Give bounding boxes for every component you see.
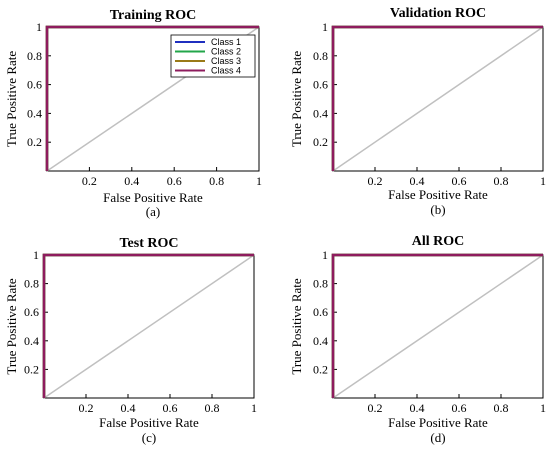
roc-series-line-4 [42, 253, 254, 398]
y-tick-label: 1 [322, 248, 328, 262]
x-tick-label: 1 [540, 401, 546, 415]
y-tick-label: 0.2 [27, 135, 42, 149]
x-axis-label: False Positive Rate [103, 190, 203, 205]
x-tick-label: 0.4 [121, 401, 136, 415]
subfigure-caption: (d) [430, 430, 445, 445]
y-tick-label: 0.2 [313, 362, 328, 376]
x-tick-label: 0.4 [410, 401, 425, 415]
y-axis-label: True Positive Rate [289, 51, 304, 148]
chart-title: Validation ROC [390, 6, 486, 21]
x-tick-label: 0.8 [494, 174, 509, 188]
x-axis-label: False Positive Rate [388, 415, 488, 430]
roc-series-line-4 [331, 253, 543, 398]
legend-entry-label: Class 3 [211, 56, 241, 66]
x-tick-label: 0.6 [163, 401, 178, 415]
diagonal-reference-line [332, 254, 544, 399]
x-tick-label: 1 [251, 401, 257, 415]
y-tick-label: 0.2 [24, 362, 39, 376]
roc-chart-3: Test ROC 0.2 0.4 0.6 0.8 1 0.2 0.4 0.6 0.8 1 False … [4, 236, 257, 445]
subfigure-caption: (b) [430, 202, 445, 217]
chart-title: Training ROC [110, 8, 196, 23]
y-tick-label: 1 [36, 20, 42, 34]
y-tick-label: 0.8 [313, 49, 328, 63]
y-tick-label: 0.8 [313, 277, 328, 291]
x-axis-label: False Positive Rate [99, 415, 199, 430]
x-tick-label: 0.2 [79, 401, 94, 415]
x-tick-label: 0.4 [124, 174, 139, 188]
y-tick-label: 0.6 [313, 78, 328, 92]
roc-chart-1: Training ROC 0.2 0.4 0.6 0.8 1 0.2 0.4 0.6 0.8 1 Fa… [4, 8, 262, 219]
diagonal-reference-line [332, 26, 544, 172]
y-tick-label: 0.6 [27, 78, 42, 92]
y-tick-label: 1 [33, 248, 39, 262]
x-tick-label: 0.6 [452, 401, 467, 415]
subfigure-caption: (a) [146, 204, 160, 219]
legend-entry-label: Class 4 [211, 66, 241, 76]
y-tick-label: 0.6 [313, 305, 328, 319]
x-tick-label: 0.4 [410, 174, 425, 188]
y-axis-label: True Positive Rate [4, 51, 19, 148]
legend-entry-label: Class 2 [211, 47, 241, 57]
y-tick-label: 0.6 [24, 305, 39, 319]
y-tick-label: 0.4 [313, 106, 328, 120]
roc-series-line-4 [331, 25, 543, 171]
x-tick-label: 0.2 [368, 174, 383, 188]
y-tick-label: 0.2 [313, 135, 328, 149]
y-axis-label: True Positive Rate [4, 278, 19, 375]
x-tick-label: 0.6 [167, 174, 182, 188]
x-tick-label: 1 [540, 174, 546, 188]
roc-chart-4: All ROC 0.2 0.4 0.6 0.8 1 0.2 0.4 0.6 0.8 1 False P… [289, 234, 546, 445]
y-axis-label: True Positive Rate [289, 278, 304, 375]
y-tick-label: 0.4 [27, 106, 42, 120]
y-tick-label: 1 [322, 20, 328, 34]
subfigure-caption: (c) [142, 430, 156, 445]
y-tick-label: 0.8 [24, 277, 39, 291]
y-tick-label: 0.4 [24, 334, 39, 348]
chart-title: All ROC [412, 234, 465, 249]
x-tick-label: 0.8 [494, 401, 509, 415]
roc-chart-2: Validation ROC 0.2 0.4 0.6 0.8 1 0.2 0.4 0.6 0.8 1… [289, 6, 546, 217]
x-tick-label: 0.2 [82, 174, 97, 188]
x-tick-label: 1 [256, 174, 262, 188]
roc-series-line-4 [45, 25, 259, 171]
x-tick-label: 0.8 [209, 174, 224, 188]
x-tick-label: 0.8 [205, 401, 220, 415]
legend-entry-label: Class 1 [211, 37, 241, 47]
chart-title: Test ROC [120, 236, 179, 251]
x-tick-label: 0.2 [368, 401, 383, 415]
y-tick-label: 0.8 [27, 49, 42, 63]
diagonal-reference-line [43, 254, 255, 399]
x-axis-label: False Positive Rate [388, 187, 488, 202]
x-tick-label: 0.6 [452, 174, 467, 188]
y-tick-label: 0.4 [313, 334, 328, 348]
